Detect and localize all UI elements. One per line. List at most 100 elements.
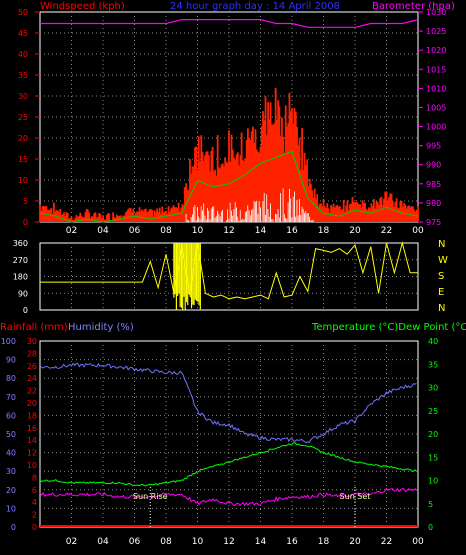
rainfall-tick-label: 8 (32, 473, 37, 482)
rainfall-tick-label: 24 (27, 374, 37, 383)
x-tick-label: 06 (129, 226, 141, 236)
wind-tick-label: 25 (18, 113, 28, 122)
x-tick-label: 14 (255, 226, 267, 236)
rainfall-tick-label: 28 (27, 349, 37, 358)
wind-tick-label: 30 (18, 92, 28, 101)
wind-tick-label: 15 (18, 155, 28, 164)
x-tick-label: 10 (192, 537, 204, 547)
chart-title: 24 hour graph day : 14 April 2008 (170, 1, 340, 12)
x-tick-label: 04 (97, 226, 109, 236)
rainfall-tick-label: 16 (27, 424, 37, 433)
x-tick-label: 18 (318, 537, 330, 547)
temperature-tick-label: 0 (428, 523, 433, 532)
compass-letter: N (438, 303, 445, 314)
humidity-tick-label: 10 (6, 504, 16, 513)
x-tick-label: 22 (381, 537, 392, 547)
x-tick-label: 16 (286, 537, 298, 547)
compass-letter: W (438, 255, 448, 266)
humidity-tick-label: 0 (11, 523, 16, 532)
rainfall-tick-label: 20 (27, 399, 37, 408)
barometer-tick-label: 975 (426, 218, 441, 227)
compass-letter: S (438, 271, 444, 282)
x-tick-label: 04 (97, 537, 109, 547)
direction-tick-label: 360 (13, 239, 28, 248)
humidity-tick-label: 50 (6, 430, 16, 439)
barometer-tick-label: 995 (426, 142, 441, 151)
rainfall-tick-label: 26 (27, 362, 37, 371)
x-tick-label: 16 (286, 226, 298, 236)
wind-tick-label: 35 (18, 71, 28, 80)
humidity-tick-label: 90 (6, 356, 16, 365)
humidity-line (39, 362, 417, 444)
temperature-dewpoint-axis-label: Temperature (°C)Dew Point (°C) (311, 322, 466, 333)
rainfall-tick-label: 30 (27, 337, 37, 346)
barometer-axis-label: Barometer (hpa) (372, 1, 455, 12)
humidity-tick-label: 80 (6, 374, 16, 383)
humidity-tick-label: 100 (1, 337, 16, 346)
sun-marker-label: Sun Set (340, 492, 371, 501)
wind-tick-label: 40 (18, 50, 28, 59)
x-tick-label: 02 (66, 226, 77, 236)
compass-letter: E (438, 287, 444, 298)
humidity-tick-label: 20 (6, 486, 16, 495)
windspeed-axis-label: Windspeed (kph) (40, 1, 125, 12)
temperature-tick-label: 5 (428, 500, 433, 509)
temperature-tick-label: 20 (428, 430, 438, 439)
wind-tick-label: 10 (18, 176, 28, 185)
barometer-tick-label: 1025 (426, 27, 446, 36)
wind-tick-label: 45 (18, 29, 28, 38)
rainfall-tick-label: 18 (27, 411, 37, 420)
temperature-tick-label: 25 (428, 407, 438, 416)
x-tick-label: 02 (66, 537, 77, 547)
average-wind-line (39, 150, 419, 223)
barometer-tick-label: 985 (426, 180, 441, 189)
compass-letter: N (438, 239, 445, 250)
temperature-tick-label: 10 (428, 477, 438, 486)
barometer-tick-label: 990 (426, 161, 441, 170)
barometer-tick-label: 1015 (426, 65, 446, 74)
rainfall-tick-label: 12 (27, 449, 37, 458)
humidity-tick-label: 40 (6, 449, 16, 458)
x-tick-label: 12 (223, 537, 234, 547)
humidity-tick-label: 70 (6, 393, 16, 402)
barometer-tick-label: 1005 (426, 103, 446, 112)
wind-direction-line (40, 241, 418, 300)
temperature-tick-label: 30 (428, 384, 438, 393)
direction-tick-label: 90 (18, 289, 28, 298)
x-tick-label: 00 (412, 537, 424, 547)
rainfall-tick-label: 2 (32, 511, 37, 520)
temperature-tick-label: 15 (428, 453, 438, 462)
barometer-line (40, 19, 419, 28)
temperature-tick-label: 35 (428, 360, 438, 369)
humidity-tick-label: 30 (6, 467, 16, 476)
x-tick-label: 06 (129, 537, 141, 547)
barometer-tick-label: 1000 (426, 123, 446, 132)
x-tick-label: 08 (160, 537, 172, 547)
barometer-tick-label: 1010 (426, 84, 446, 93)
x-tick-label: 00 (412, 226, 424, 236)
x-tick-label: 22 (381, 226, 392, 236)
humidity-tick-label: 60 (6, 411, 16, 420)
barometer-tick-label: 1030 (426, 8, 446, 17)
x-tick-label: 18 (318, 226, 330, 236)
x-tick-label: 08 (160, 226, 172, 236)
humidity-axis-label: Humidity (%) (68, 322, 134, 333)
barometer-tick-label: 980 (426, 199, 441, 208)
rainfall-axis-label: Rainfall (mm) (0, 322, 68, 333)
x-tick-label: 20 (349, 226, 361, 236)
direction-tick-label: 270 (13, 256, 28, 265)
direction-tick-label: 180 (13, 273, 28, 282)
wind-tick-label: 0 (23, 218, 28, 227)
x-tick-label: 14 (255, 537, 267, 547)
rainfall-tick-label: 22 (27, 387, 37, 396)
temperature-line (39, 442, 417, 487)
barometer-tick-label: 1020 (426, 46, 446, 55)
rainfall-tick-label: 0 (32, 523, 37, 532)
x-tick-label: 10 (192, 226, 204, 236)
rainfall-tick-label: 10 (27, 461, 37, 470)
rainfall-tick-label: 6 (32, 486, 37, 495)
rainfall-tick-label: 14 (27, 436, 37, 445)
wind-tick-label: 50 (18, 8, 28, 17)
